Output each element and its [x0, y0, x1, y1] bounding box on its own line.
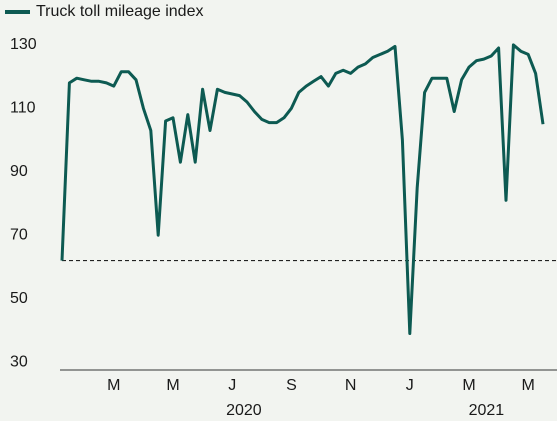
x-tick-label: J [406, 377, 414, 394]
y-tick-label: 70 [10, 226, 28, 243]
y-tick-label: 90 [10, 163, 28, 180]
year-label: 2020 [226, 402, 262, 419]
x-tick-label: M [107, 377, 120, 394]
x-tick-label: M [462, 377, 475, 394]
x-tick-label: J [228, 377, 236, 394]
y-tick-label: 130 [10, 36, 37, 53]
x-tick-label: M [522, 377, 535, 394]
y-tick-label: 110 [10, 100, 36, 117]
x-tick-label: S [286, 377, 297, 394]
y-tick-label: 50 [10, 290, 28, 307]
x-tick-label: M [166, 377, 179, 394]
x-tick-label: N [345, 377, 357, 394]
data-line [60, 43, 545, 335]
year-label: 2021 [469, 402, 505, 419]
y-tick-label: 30 [10, 353, 28, 370]
legend-label: Truck toll mileage index [36, 3, 203, 20]
